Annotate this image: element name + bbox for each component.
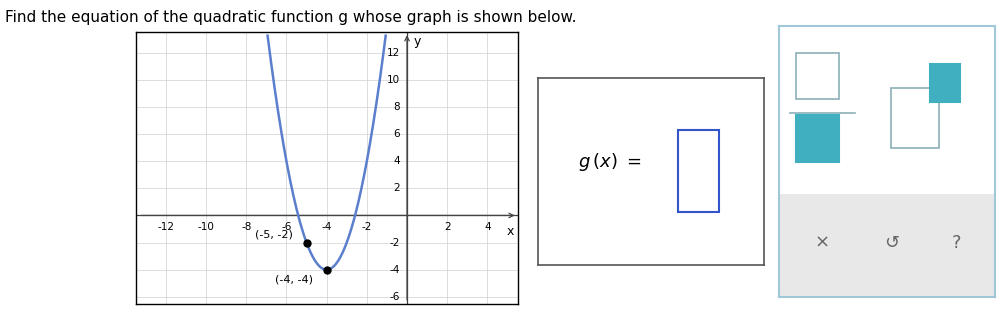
Text: (-4, -4): (-4, -4): [275, 274, 314, 284]
Text: -12: -12: [158, 222, 174, 232]
FancyBboxPatch shape: [796, 115, 839, 162]
FancyBboxPatch shape: [931, 64, 961, 102]
FancyBboxPatch shape: [779, 194, 995, 297]
Text: -2: -2: [390, 238, 400, 247]
Text: 8: 8: [393, 102, 400, 112]
Text: ?: ?: [952, 234, 961, 252]
Text: 6: 6: [393, 129, 400, 139]
Text: ↺: ↺: [883, 234, 898, 252]
Text: $g\,(x)\ =$: $g\,(x)\ =$: [579, 151, 642, 173]
Text: -4: -4: [390, 265, 400, 275]
Text: -4: -4: [322, 222, 332, 232]
Text: x: x: [507, 225, 514, 238]
Text: 2: 2: [393, 183, 400, 193]
Text: Find the equation of the quadratic function g whose graph is shown below.: Find the equation of the quadratic funct…: [5, 10, 577, 25]
Text: ×: ×: [814, 234, 830, 252]
Text: -6: -6: [281, 222, 291, 232]
FancyBboxPatch shape: [677, 130, 719, 213]
Text: 2: 2: [444, 222, 450, 232]
Text: 4: 4: [484, 222, 490, 232]
Text: 12: 12: [387, 48, 400, 57]
Text: -10: -10: [198, 222, 214, 232]
Text: -6: -6: [390, 292, 400, 302]
Text: 4: 4: [393, 156, 400, 166]
Text: y: y: [414, 35, 421, 48]
Text: -2: -2: [362, 222, 372, 232]
Text: (-5, -2): (-5, -2): [255, 229, 293, 239]
FancyBboxPatch shape: [796, 53, 839, 99]
Text: 10: 10: [387, 75, 400, 85]
FancyBboxPatch shape: [891, 88, 939, 148]
Text: -8: -8: [241, 222, 251, 232]
